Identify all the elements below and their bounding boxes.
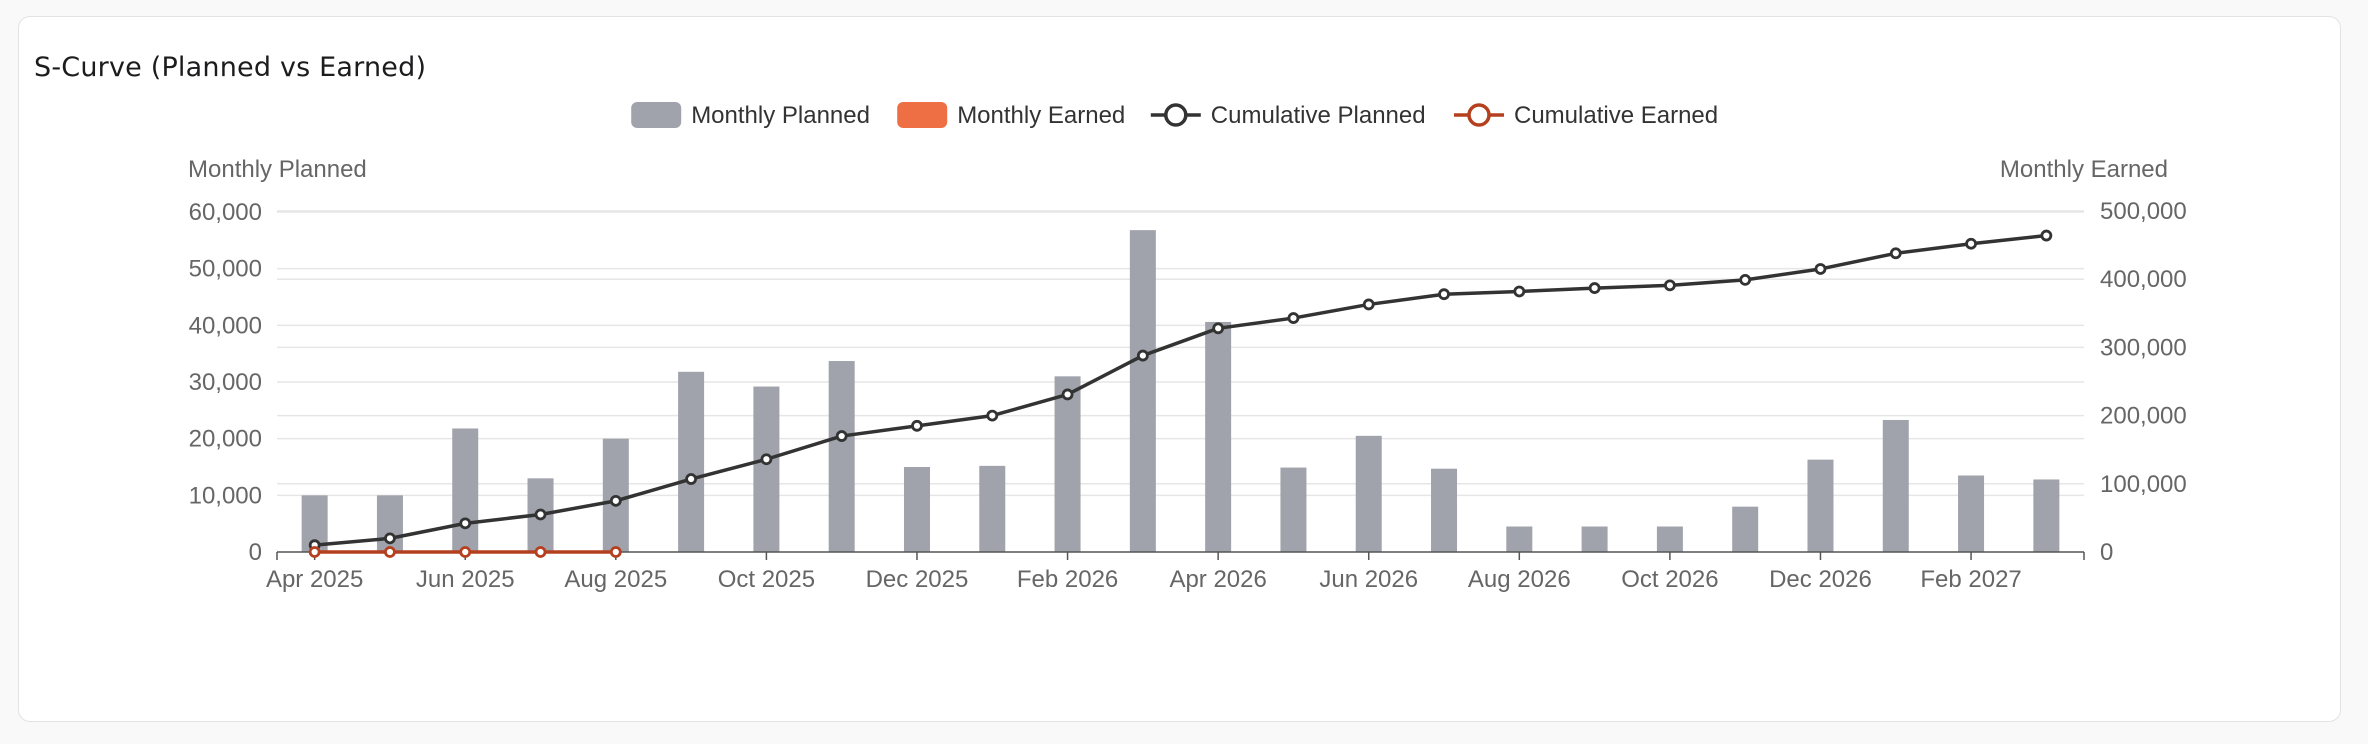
bars-layer bbox=[301, 230, 2060, 552]
legend-label: Cumulative Earned bbox=[1514, 102, 1718, 129]
point-cumulative-planned bbox=[2040, 229, 2053, 242]
bar-monthly-planned bbox=[678, 371, 705, 552]
point-cumulative-planned bbox=[760, 453, 773, 466]
point-cumulative-planned bbox=[1739, 273, 1752, 286]
legend-item-cumulative-planned[interactable]: Cumulative Planned bbox=[1150, 102, 1426, 129]
legend-swatch bbox=[897, 102, 948, 128]
point-cumulative-planned bbox=[384, 532, 396, 545]
bar-monthly-planned bbox=[1129, 230, 1156, 552]
y-left-tick-label: 10,000 bbox=[189, 482, 262, 509]
bar-monthly-planned bbox=[1054, 376, 1081, 552]
bar-monthly-planned bbox=[828, 361, 855, 552]
y-left-tick-label: 60,000 bbox=[189, 199, 262, 226]
point-cumulative-planned bbox=[459, 517, 472, 530]
point-cumulative-planned bbox=[609, 494, 622, 507]
x-tick-label: Oct 2026 bbox=[1621, 566, 1718, 593]
chart-card bbox=[18, 16, 2341, 722]
bar-monthly-planned bbox=[903, 467, 930, 552]
point-cumulative-earned bbox=[609, 546, 622, 558]
point-cumulative-planned bbox=[1588, 282, 1601, 294]
y-axis-label-right: Monthly Earned bbox=[2000, 156, 2168, 183]
bar-monthly-planned bbox=[1958, 475, 1985, 552]
bar-monthly-planned bbox=[1280, 467, 1307, 552]
y-right-tick-label: 400,000 bbox=[2100, 266, 2187, 293]
point-cumulative-planned bbox=[534, 508, 547, 521]
legend-item-cumulative-earned[interactable]: Cumulative Earned bbox=[1454, 102, 1718, 129]
point-cumulative-planned bbox=[911, 419, 923, 432]
point-cumulative-planned bbox=[1438, 288, 1450, 301]
y-right-tick-label: 300,000 bbox=[2100, 334, 2187, 361]
x-tick-label: Apr 2025 bbox=[266, 566, 363, 593]
bar-monthly-planned bbox=[1732, 506, 1759, 552]
point-cumulative-earned bbox=[308, 546, 321, 558]
line-cumulative-planned bbox=[314, 233, 2047, 547]
point-cumulative-planned bbox=[1814, 263, 1827, 275]
point-cumulative-planned bbox=[986, 409, 999, 422]
point-cumulative-planned bbox=[1889, 247, 1902, 260]
point-cumulative-planned bbox=[1663, 279, 1676, 292]
x-tick-label: Feb 2026 bbox=[1017, 566, 1118, 593]
bar-monthly-planned bbox=[1431, 468, 1458, 552]
legend-item-monthly-planned[interactable]: Monthly Planned bbox=[631, 102, 870, 129]
point-cumulative-planned bbox=[1287, 312, 1300, 324]
point-cumulative-planned bbox=[1136, 349, 1149, 362]
point-cumulative-planned bbox=[1362, 298, 1375, 311]
legend-label: Cumulative Planned bbox=[1211, 102, 1426, 129]
x-tick-label: Jun 2026 bbox=[1319, 566, 1418, 593]
bar-monthly-planned bbox=[1656, 526, 1683, 552]
x-tick-label: Jun 2025 bbox=[416, 566, 515, 593]
y-left-tick-label: 30,000 bbox=[189, 369, 262, 396]
y-right-tick-label: 500,000 bbox=[2100, 198, 2187, 225]
x-tick-label: Dec 2026 bbox=[1769, 566, 1872, 593]
x-tick-label: Dec 2025 bbox=[866, 566, 969, 593]
point-cumulative-earned bbox=[534, 546, 547, 558]
point-cumulative-earned bbox=[384, 546, 396, 558]
point-cumulative-planned bbox=[685, 473, 698, 485]
y-left-tick-label: 50,000 bbox=[189, 256, 262, 283]
legend-swatch bbox=[631, 102, 682, 128]
x-tick-label: Aug 2025 bbox=[564, 566, 667, 593]
point-cumulative-earned bbox=[459, 546, 472, 558]
x-tick-label: Apr 2026 bbox=[1169, 566, 1266, 593]
x-tick-label: Oct 2025 bbox=[718, 566, 815, 593]
x-tick-label: Aug 2026 bbox=[1468, 566, 1571, 593]
axes-layer: 0 10,000 20,000 30,000 40,000 50,000 60,000 0 10… bbox=[189, 198, 2187, 593]
legend[interactable]: Monthly Planned Monthly Earned Cumulative … bbox=[631, 102, 1718, 129]
y-left-tick-label: 20,000 bbox=[189, 426, 262, 453]
bar-monthly-planned bbox=[1807, 459, 1834, 552]
bar-monthly-planned bbox=[1581, 526, 1608, 552]
point-cumulative-planned bbox=[835, 430, 848, 442]
legend-item-monthly-earned[interactable]: Monthly Earned bbox=[897, 102, 1125, 129]
bar-monthly-planned bbox=[1205, 321, 1232, 552]
point-cumulative-planned bbox=[1061, 388, 1074, 401]
bar-monthly-planned bbox=[452, 428, 479, 552]
grid-lines bbox=[277, 210, 2084, 497]
x-tick-label: Feb 2027 bbox=[1920, 566, 2021, 593]
bar-monthly-planned bbox=[753, 386, 780, 552]
y-left-tick-label: 40,000 bbox=[189, 312, 262, 339]
bar-monthly-planned bbox=[1355, 435, 1382, 552]
legend-label: Monthly Planned bbox=[691, 102, 870, 129]
bar-monthly-planned bbox=[979, 465, 1006, 552]
y-left-tick-label: 0 bbox=[249, 539, 262, 566]
legend-label: Monthly Earned bbox=[957, 102, 1125, 129]
y-right-tick-label: 200,000 bbox=[2100, 403, 2187, 430]
bar-monthly-planned bbox=[2033, 479, 2060, 552]
y-right-tick-label: 100,000 bbox=[2100, 471, 2187, 498]
point-cumulative-planned bbox=[1513, 285, 1526, 298]
y-right-tick-label: 0 bbox=[2100, 539, 2113, 566]
legend-marker bbox=[1467, 103, 1491, 127]
point-cumulative-planned bbox=[1965, 237, 1977, 250]
y-axis-label-left: Monthly Planned bbox=[188, 156, 367, 183]
point-cumulative-planned bbox=[1212, 322, 1225, 335]
card-title: S-Curve (Planned vs Earned) bbox=[34, 52, 427, 83]
legend-marker bbox=[1164, 103, 1188, 127]
bar-monthly-planned bbox=[1506, 526, 1533, 552]
lines-layer bbox=[308, 229, 2053, 558]
bar-monthly-planned bbox=[1882, 419, 1909, 552]
